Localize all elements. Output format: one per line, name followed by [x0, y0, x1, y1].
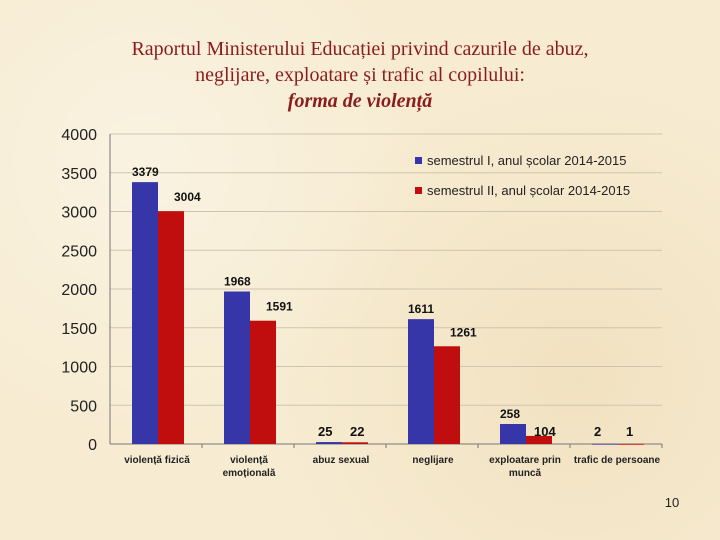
x-tick-label: violență: [230, 455, 268, 466]
bar: [342, 442, 368, 444]
page-number: 10: [664, 495, 680, 510]
data-label: 1591: [266, 300, 293, 314]
data-label: 104: [534, 424, 556, 439]
data-label: 258: [500, 407, 520, 421]
y-tick-label: 1000: [61, 360, 97, 377]
bar: [224, 291, 250, 444]
x-tick-label: emoțională: [223, 468, 276, 479]
data-label: 2: [594, 424, 601, 439]
legend-swatch: [415, 157, 422, 164]
data-label: 3004: [174, 190, 201, 204]
x-tick-label: neglijare: [412, 455, 454, 466]
y-tick-label: 4000: [61, 127, 97, 144]
bar: [408, 319, 434, 444]
data-label: 1: [626, 424, 633, 439]
bar: [434, 346, 460, 444]
bar: [250, 320, 276, 444]
bar: [618, 443, 644, 445]
x-tick-label: muncă: [509, 468, 542, 479]
data-label: 25: [318, 424, 332, 439]
data-label: 3379: [132, 165, 159, 179]
y-tick-label: 1500: [61, 321, 97, 338]
title-line-3: forma de violență: [287, 90, 433, 112]
x-tick-label: violență fizică: [124, 455, 190, 466]
legend-label: semestrul II, anul școlar 2014-2015: [427, 183, 630, 198]
y-tick-label: 500: [70, 398, 97, 415]
legend-swatch: [415, 187, 422, 194]
x-tick-label: trafic de persoane: [574, 455, 661, 466]
bar: [592, 443, 618, 445]
x-tick-label: exploatare prin: [489, 455, 561, 466]
title-line-2: neglijare, exploatare și trafic al copil…: [195, 64, 525, 86]
bar: [526, 435, 552, 444]
bar: [316, 442, 342, 444]
data-label: 1261: [450, 325, 477, 339]
y-tick-label: 2500: [61, 243, 97, 260]
bar: [158, 211, 184, 444]
y-tick-label: 0: [88, 437, 97, 454]
y-tick-label: 3000: [61, 205, 97, 222]
y-tick-label: 2000: [61, 282, 97, 299]
data-label: 22: [350, 424, 364, 439]
legend-label: semestrul I, anul școlar 2014-2015: [427, 153, 626, 168]
y-tick-label: 3500: [61, 166, 97, 183]
x-tick-label: abuz sexual: [313, 455, 370, 466]
data-label: 1611: [408, 302, 434, 316]
bar: [132, 182, 158, 444]
slide-title: Raportul Ministerului Educației privind …: [0, 36, 720, 114]
title-line-1: Raportul Ministerului Educației privind …: [131, 38, 589, 60]
data-label: 1968: [224, 274, 251, 288]
bar: [500, 424, 526, 444]
